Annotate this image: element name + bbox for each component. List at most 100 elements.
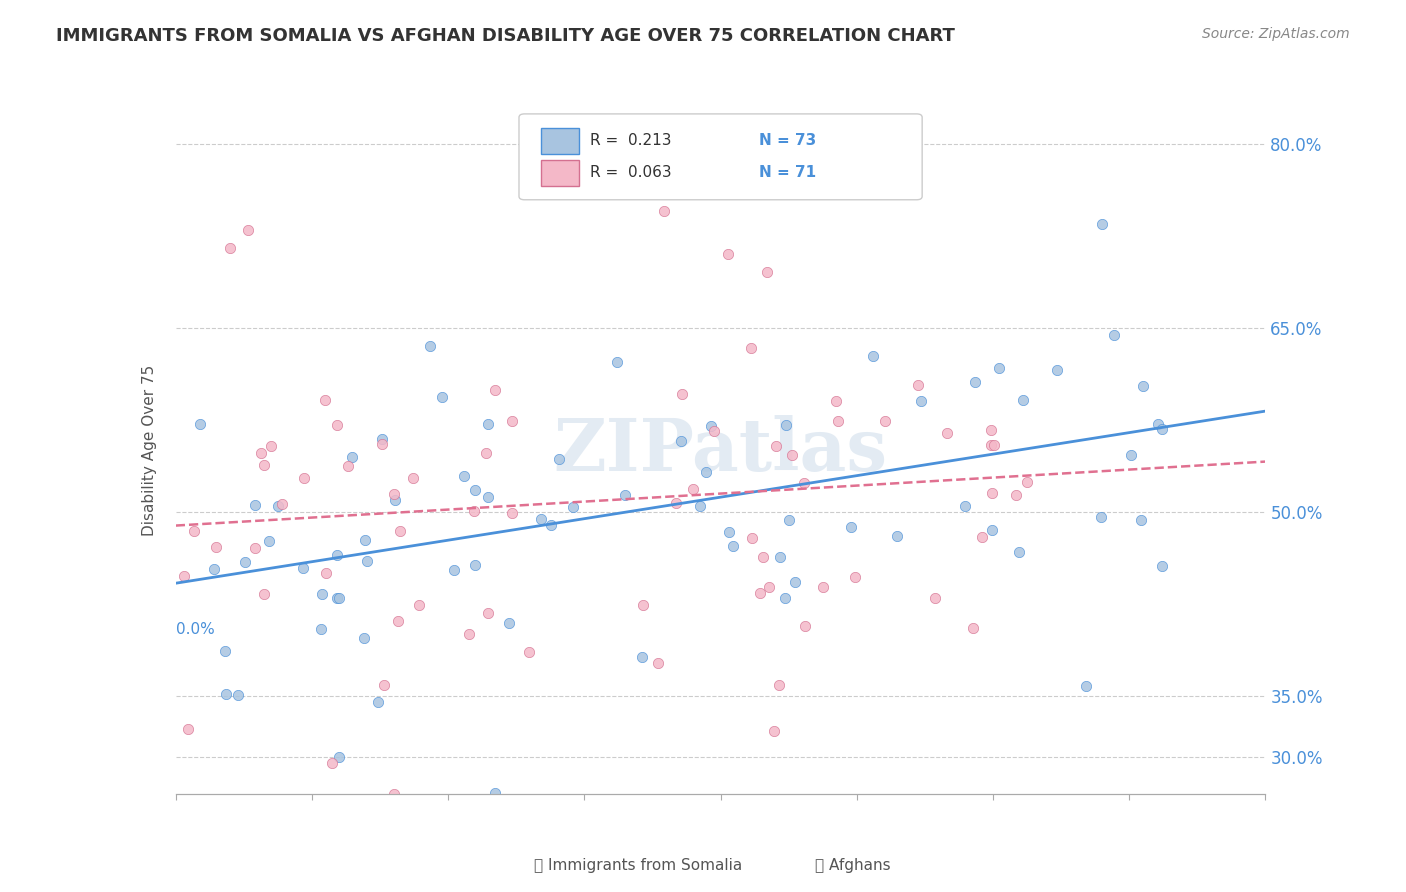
Immigrants from Somalia (530, 512, 553, 526)
Afghans (484, 384, 506, 398)
Afghans (983, 438, 1005, 452)
Afghans (752, 550, 775, 565)
Afghans (315, 566, 337, 581)
Immigrants from Somalia (233, 555, 256, 569)
Afghans (980, 438, 1002, 452)
Afghans (741, 77, 763, 91)
Immigrants from Somalia (367, 695, 389, 709)
Immigrants from Somalia (987, 361, 1010, 376)
Afghans (517, 645, 540, 659)
Immigrants from Somalia (370, 432, 392, 446)
Immigrants from Somalia (886, 528, 908, 542)
Immigrants from Somalia (328, 750, 350, 764)
Immigrants from Somalia (326, 591, 349, 605)
Afghans (382, 787, 405, 801)
Afghans (907, 377, 929, 392)
Afghans (749, 586, 772, 600)
Afghans (271, 497, 294, 511)
Afghans (389, 524, 412, 538)
Afghans (647, 656, 669, 670)
Immigrants from Somalia (839, 520, 862, 534)
Afghans (387, 615, 409, 629)
Immigrants from Somalia (356, 554, 378, 568)
Afghans (173, 568, 195, 582)
Immigrants from Somalia (326, 548, 349, 562)
Afghans (631, 598, 654, 612)
Immigrants from Somalia (215, 687, 238, 701)
FancyBboxPatch shape (541, 160, 579, 186)
Immigrants from Somalia (540, 518, 562, 533)
Afghans (314, 392, 336, 407)
Immigrants from Somalia (695, 466, 717, 480)
Immigrants from Somalia (1076, 679, 1098, 693)
Immigrants from Somalia (188, 417, 211, 431)
Immigrants from Somalia (769, 549, 792, 564)
Immigrants from Somalia (257, 533, 280, 548)
FancyBboxPatch shape (519, 114, 922, 200)
Immigrants from Somalia (464, 558, 486, 572)
Afghans (238, 222, 260, 236)
Immigrants from Somalia (1132, 378, 1154, 392)
Afghans (962, 622, 984, 636)
Immigrants from Somalia (1121, 448, 1143, 462)
Immigrants from Somalia (783, 574, 806, 589)
Text: R =  0.213: R = 0.213 (591, 133, 671, 148)
Afghans (250, 446, 273, 460)
Immigrants from Somalia (1152, 559, 1174, 574)
Afghans (794, 619, 817, 633)
Afghans (827, 414, 849, 428)
Afghans (970, 530, 993, 544)
Text: R =  0.063: R = 0.063 (591, 166, 672, 180)
Immigrants from Somalia (498, 615, 520, 630)
Afghans (780, 448, 803, 462)
Afghans (758, 580, 780, 594)
Afghans (205, 541, 228, 555)
Afghans (813, 580, 835, 594)
Immigrants from Somalia (477, 417, 499, 432)
Afghans (717, 247, 740, 261)
Immigrants from Somalia (430, 390, 453, 404)
Immigrants from Somalia (419, 339, 441, 353)
Afghans (321, 756, 343, 771)
Afghans (501, 414, 523, 428)
Text: IMMIGRANTS FROM SOMALIA VS AFGHAN DISABILITY AGE OVER 75 CORRELATION CHART: IMMIGRANTS FROM SOMALIA VS AFGHAN DISABI… (56, 27, 955, 45)
Immigrants from Somalia (775, 591, 797, 605)
Afghans (924, 591, 946, 605)
Immigrants from Somalia (606, 354, 628, 368)
Afghans (652, 204, 675, 219)
Afghans (936, 426, 959, 441)
Afghans (501, 507, 523, 521)
Immigrants from Somalia (1150, 421, 1173, 435)
Immigrants from Somalia (453, 469, 475, 483)
Afghans (219, 241, 242, 255)
Afghans (326, 418, 349, 433)
Afghans (337, 459, 360, 474)
Immigrants from Somalia (614, 488, 637, 502)
Immigrants from Somalia (309, 622, 332, 636)
Immigrants from Somalia (243, 499, 266, 513)
Immigrants from Somalia (689, 499, 711, 513)
Afghans (373, 678, 395, 692)
Immigrants from Somalia (353, 631, 375, 645)
Immigrants from Somalia (562, 500, 585, 514)
Immigrants from Somalia (484, 786, 506, 800)
Afghans (176, 723, 198, 737)
Text: 🟦 Immigrants from Somalia: 🟦 Immigrants from Somalia (534, 858, 742, 872)
Immigrants from Somalia (226, 688, 249, 702)
Immigrants from Somalia (778, 513, 800, 527)
Immigrants from Somalia (384, 492, 406, 507)
Immigrants from Somalia (700, 419, 723, 434)
Immigrants from Somalia (1008, 545, 1031, 559)
Immigrants from Somalia (1147, 417, 1170, 431)
Immigrants from Somalia (267, 500, 290, 514)
Afghans (682, 483, 704, 497)
Afghans (252, 458, 274, 472)
Afghans (371, 436, 394, 450)
Afghans (382, 487, 405, 501)
Afghans (768, 678, 790, 692)
Immigrants from Somalia (669, 434, 692, 448)
Afghans (408, 598, 430, 612)
Immigrants from Somalia (789, 150, 811, 164)
Afghans (671, 387, 693, 401)
Afghans (763, 723, 786, 738)
